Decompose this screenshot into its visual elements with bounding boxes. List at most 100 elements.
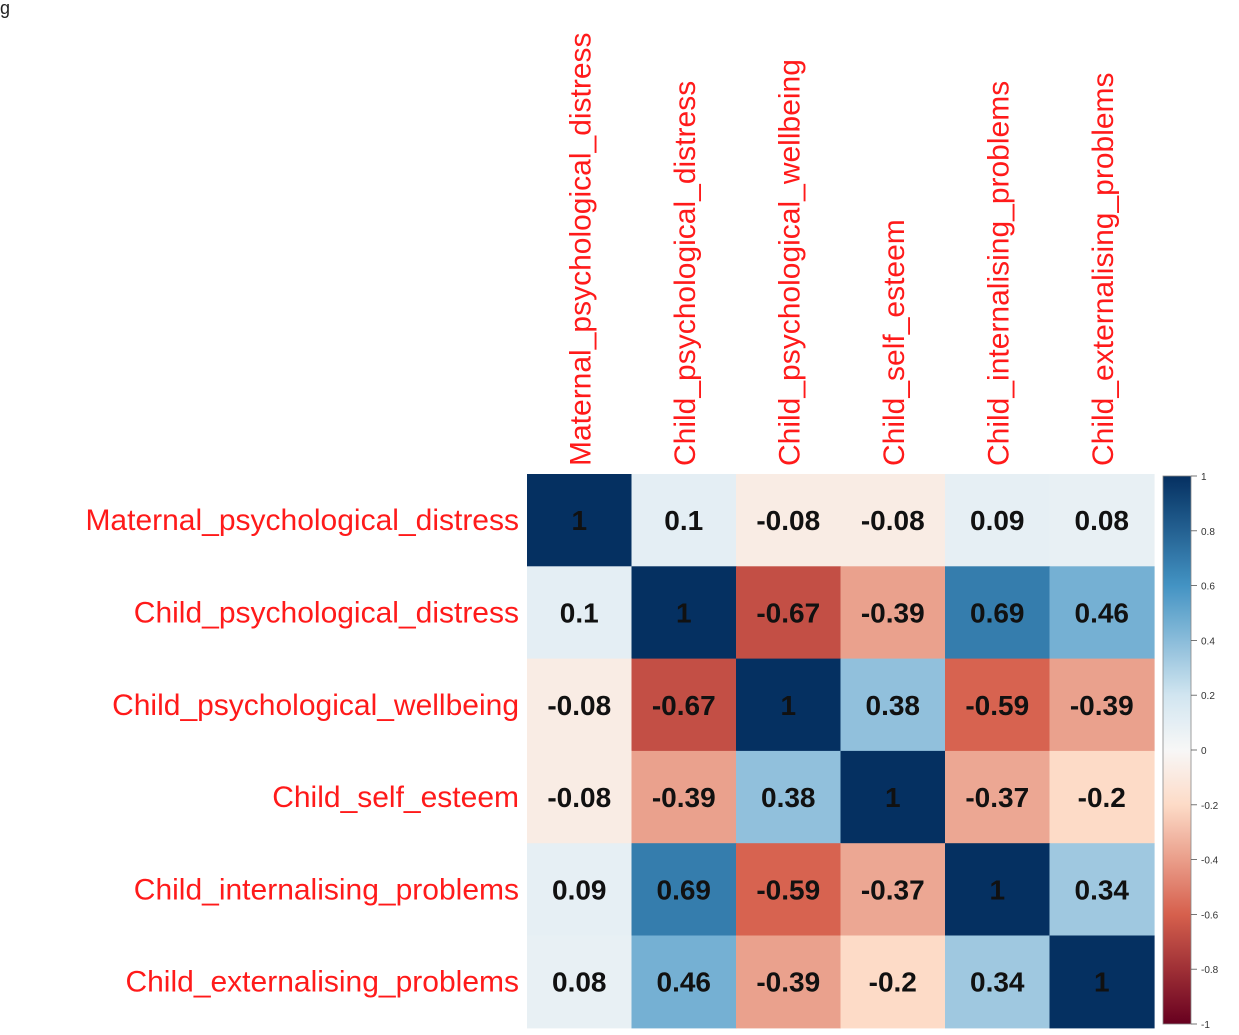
row-labels: Maternal_psychological_distress Child_psy… xyxy=(85,504,519,999)
colorbar-tick-label: 0.6 xyxy=(1201,582,1215,593)
heatmap-cell-value: -0.39 xyxy=(652,782,716,813)
heatmap-cell-value: 0.38 xyxy=(866,690,921,721)
heatmap-cell-value: 0.46 xyxy=(657,967,712,998)
heatmap-cell-value: -0.59 xyxy=(965,690,1029,721)
column-label: Child_psychological_distress xyxy=(669,81,702,466)
heatmap-cell xyxy=(736,935,842,1029)
column-label: Child_self_esteem xyxy=(878,219,911,466)
heatmap-cell xyxy=(631,843,737,937)
row-label: Child_externalising_problems xyxy=(125,966,519,999)
heatmap-cell xyxy=(631,566,737,660)
heatmap-cell xyxy=(945,658,1051,752)
row-label: Child_self_esteem xyxy=(272,781,519,814)
heatmap-cell-value: 1 xyxy=(989,874,1005,905)
column-label: Child_internalising_problems xyxy=(982,81,1015,466)
heatmap-cell xyxy=(631,474,737,567)
heatmap-cell xyxy=(527,935,633,1029)
heatmap-cell xyxy=(736,474,842,567)
heatmap-cell xyxy=(631,658,737,752)
column-labels: Maternal_psychological_distress Child_psy… xyxy=(564,32,1120,466)
heatmap-cell xyxy=(945,474,1051,567)
heatmap-cell xyxy=(1049,750,1155,844)
heatmap-cell xyxy=(1049,658,1155,752)
heatmap-cell xyxy=(1049,935,1155,1029)
colorbar-tick-label: -0.2 xyxy=(1201,801,1219,812)
heatmap-cell xyxy=(527,843,633,937)
heatmap-cell xyxy=(840,566,946,660)
colorbar-tick-label: -0.6 xyxy=(1201,910,1219,921)
heatmap-cell-value: -0.08 xyxy=(547,690,611,721)
column-label: Child_externalising_problems xyxy=(1087,72,1120,466)
heatmap-cell xyxy=(840,474,946,567)
heatmap-cell xyxy=(527,658,633,752)
heatmap-cell-value: -0.08 xyxy=(756,505,820,536)
heatmap-cell-value: -0.08 xyxy=(547,782,611,813)
row-label: Maternal_psychological_distress xyxy=(85,504,519,537)
colorbar-tick-label: 0.2 xyxy=(1201,691,1215,702)
heatmap-cell xyxy=(736,843,842,937)
heatmap-cell xyxy=(945,843,1051,937)
heatmap-cell xyxy=(945,566,1051,660)
heatmap-cell xyxy=(945,935,1051,1029)
column-label: Child_psychological_wellbeing xyxy=(773,59,806,466)
colorbar: 1 0.8 0.6 0.4 0.2 0 -0.2 -0.4 -0.6 -0.8 -1 xyxy=(1162,472,1219,1031)
heatmap-cell xyxy=(527,750,633,844)
heatmap-cell-value: -0.37 xyxy=(861,874,925,905)
heatmap-cell xyxy=(840,658,946,752)
heatmap-cell-value: 0.69 xyxy=(657,874,712,905)
colorbar-tick-label: -1 xyxy=(1201,1020,1210,1031)
heatmap-cell xyxy=(945,750,1051,844)
heatmap-cell-value: -0.67 xyxy=(756,597,820,628)
heatmap-cell xyxy=(631,935,737,1029)
heatmap-cell xyxy=(527,474,633,567)
colorbar-tick-label: 0 xyxy=(1201,746,1207,757)
heatmap-cell xyxy=(840,935,946,1029)
heatmap-cell-value: 0.08 xyxy=(552,967,607,998)
heatmap-cell-value: -0.2 xyxy=(869,967,917,998)
heatmap-cell-value: 0.38 xyxy=(761,782,816,813)
heatmap-cell xyxy=(840,843,946,937)
heatmap-cell xyxy=(1049,566,1155,660)
heatmap-cell xyxy=(736,750,842,844)
heatmap-cell xyxy=(736,566,842,660)
row-label: Child_psychological_wellbeing xyxy=(112,689,519,722)
heatmap-cell xyxy=(631,750,737,844)
colorbar-tick-label: -0.8 xyxy=(1201,965,1219,976)
heatmap-cell-value: 1 xyxy=(1094,967,1110,998)
colorbar-tick-label: -0.4 xyxy=(1201,856,1219,867)
heatmap-cell-value: -0.39 xyxy=(861,597,925,628)
column-label: Maternal_psychological_distress xyxy=(564,32,597,466)
heatmap-cell-value: 0.34 xyxy=(970,967,1025,998)
heatmap-cell-value: 0.09 xyxy=(552,874,607,905)
colorbar-gradient xyxy=(1162,475,1192,1025)
heatmap-cell-value: -0.37 xyxy=(965,782,1029,813)
heatmap-cell xyxy=(527,566,633,660)
heatmap-cell-value: 0.08 xyxy=(1075,505,1130,536)
colorbar-tick-label: 1 xyxy=(1201,472,1207,483)
heatmap-cell-labels: 1 0.1 -0.08 -0.08 0.09 0.08 0.1 1 -0.67 -0.39 0.69… xyxy=(547,505,1133,998)
heatmap-cell-value: -0.08 xyxy=(861,505,925,536)
heatmap-cell-value: -0.39 xyxy=(1070,690,1134,721)
row-label: Child_psychological_distress xyxy=(134,596,519,629)
heatmap-cell-value: 0.09 xyxy=(970,505,1025,536)
heatmap-cell-value: 1 xyxy=(676,597,692,628)
heatmap-cell-value: -0.39 xyxy=(756,967,820,998)
heatmap-cell xyxy=(736,658,842,752)
row-label: Child_internalising_problems xyxy=(134,873,519,906)
heatmap-cell xyxy=(1049,843,1155,937)
heatmap-cell xyxy=(840,750,946,844)
heatmap-cells xyxy=(527,474,1155,1029)
colorbar-tick-label: 0.8 xyxy=(1201,527,1215,538)
colorbar-tick-label: 0.4 xyxy=(1201,636,1215,647)
heatmap-cell-value: 0.46 xyxy=(1075,597,1130,628)
heatmap-cell-value: -0.59 xyxy=(756,874,820,905)
heatmap-cell-value: 0.69 xyxy=(970,597,1025,628)
heatmap-cell-value: 1 xyxy=(885,782,901,813)
heatmap-cell-value: 0.34 xyxy=(1075,874,1130,905)
heatmap-cell-value: -0.67 xyxy=(652,690,716,721)
figure-label: g xyxy=(0,0,11,18)
heatmap-cell-value: -0.2 xyxy=(1078,782,1126,813)
heatmap-cell-value: 1 xyxy=(571,505,587,536)
heatmap-cell-value: 0.1 xyxy=(664,505,703,536)
